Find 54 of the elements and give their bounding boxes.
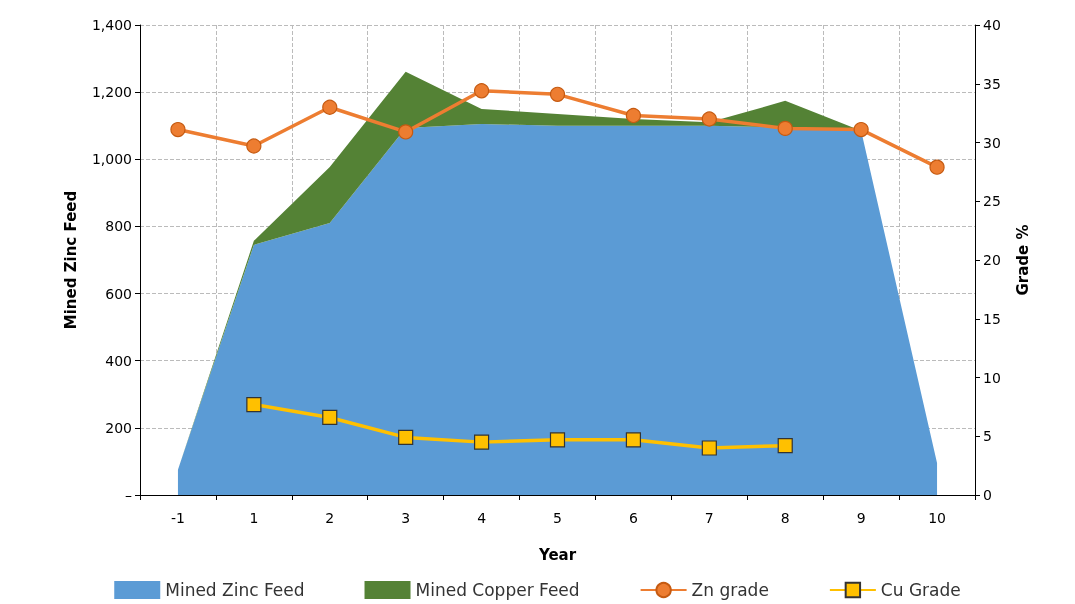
y2-tick-label: 5 bbox=[983, 428, 992, 445]
x-tick-label: 7 bbox=[704, 510, 714, 526]
y2-tick-label: 25 bbox=[983, 193, 1001, 210]
point bbox=[625, 432, 642, 448]
x-tick-label: 6 bbox=[628, 510, 638, 526]
point bbox=[549, 86, 566, 102]
x-tick-label: 8 bbox=[780, 510, 790, 526]
point bbox=[246, 138, 262, 154]
x-axis-title: Year bbox=[537, 545, 577, 564]
x-tick-label: 10 bbox=[928, 510, 946, 526]
y-tick-label: 600 bbox=[105, 285, 132, 302]
y2-tick-label: 40 bbox=[983, 17, 1001, 33]
point bbox=[701, 111, 717, 127]
y2-tick-label: 20 bbox=[983, 252, 1001, 268]
point bbox=[398, 429, 414, 446]
y-tick-label: 800 bbox=[105, 218, 132, 235]
point bbox=[474, 83, 490, 99]
y-tick-label: 1,400 bbox=[91, 17, 132, 33]
point bbox=[246, 396, 262, 413]
x-tick-label: 1 bbox=[249, 510, 259, 526]
point bbox=[549, 432, 566, 448]
legend-label: Zn grade bbox=[691, 580, 769, 600]
y2-tick-label: 15 bbox=[983, 310, 1001, 327]
point bbox=[777, 438, 793, 454]
y-tick-label: 1,200 bbox=[91, 84, 132, 101]
point bbox=[170, 121, 186, 138]
y2-tick-label: 35 bbox=[983, 75, 1001, 92]
legend-label: Mined Copper Feed bbox=[415, 580, 580, 600]
x-tick-label: 3 bbox=[401, 510, 411, 526]
x-tick-label: 2 bbox=[325, 510, 335, 526]
x-tick-label: -1 bbox=[170, 510, 185, 526]
y-tick-label: 400 bbox=[105, 352, 132, 369]
y-tick-label: 200 bbox=[105, 419, 132, 436]
point bbox=[777, 120, 793, 136]
legend-label: Cu Grade bbox=[880, 580, 961, 600]
point bbox=[322, 99, 338, 115]
y-tick-label: – bbox=[125, 487, 132, 503]
x-tick-label: 9 bbox=[856, 510, 866, 526]
y2-tick-label: 30 bbox=[983, 134, 1001, 151]
point bbox=[929, 159, 945, 175]
point bbox=[853, 121, 869, 138]
y2-tick-label: 0 bbox=[983, 487, 992, 503]
point bbox=[322, 409, 338, 426]
x-tick-label: 4 bbox=[477, 510, 487, 526]
point bbox=[398, 124, 414, 140]
legend-label: Mined Zinc Feed bbox=[165, 580, 305, 600]
y2-tick-label: 10 bbox=[983, 369, 1001, 386]
x-tick-label: 5 bbox=[553, 510, 562, 526]
y-axis-title: Mined Zinc Feed bbox=[61, 190, 80, 330]
point bbox=[473, 434, 490, 450]
y-tick-label: 1,000 bbox=[91, 151, 132, 168]
y2-axis-title: Grade % bbox=[1013, 224, 1032, 296]
point bbox=[625, 107, 642, 124]
point bbox=[701, 440, 717, 456]
